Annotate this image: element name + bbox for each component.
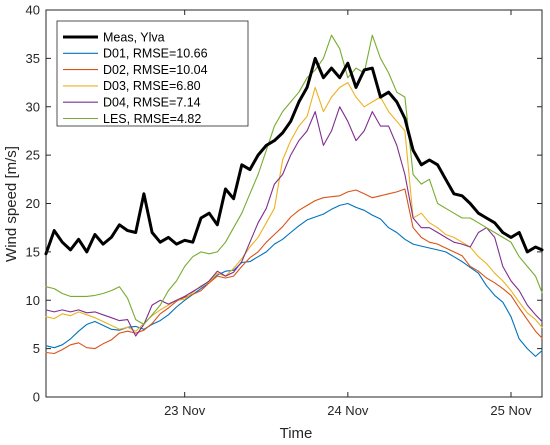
x-tick-label: 24 Nov (327, 403, 369, 418)
y-tick-label: 0 (33, 390, 40, 405)
series-line-d01 (45, 202, 543, 357)
y-tick-label: 35 (26, 51, 40, 66)
legend-label: LES, RMSE=4.82 (103, 112, 201, 126)
y-tick-label: 15 (26, 244, 40, 259)
x-axis-label: Time (280, 425, 313, 442)
y-tick-label: 20 (26, 196, 40, 211)
legend-label: D03, RMSE=6.80 (103, 79, 201, 93)
axis-ticks: 0 5 10 15 20 25 30 35 40 23 Nov 24 Nov 25 Nov (26, 3, 542, 418)
x-tick-label: 25 Nov (490, 403, 532, 418)
series-line-d03 (45, 82, 543, 332)
y-axis-label: Wind speed [m/s] (3, 146, 20, 262)
y-tick-label: 5 (33, 341, 40, 356)
x-tick-label: 23 Nov (164, 403, 206, 418)
series-line-d02 (45, 188, 543, 355)
y-tick-label: 40 (26, 3, 40, 18)
legend-entries: Meas, Ylva D01, RMSE=10.66 D02, RMSE=10.04… (63, 30, 208, 126)
series-line-meas (44, 56, 544, 256)
series-layer (44, 34, 544, 357)
series-line-d04 (45, 106, 543, 337)
legend-label: D04, RMSE=7.14 (103, 96, 201, 110)
legend: Meas, Ylva D01, RMSE=10.66 D02, RMSE=10.04… (56, 20, 249, 127)
y-tick-label: 25 (26, 148, 40, 163)
legend-label: Meas, Ylva (103, 30, 165, 44)
series-line-les (45, 34, 543, 325)
y-tick-label: 30 (26, 99, 40, 114)
y-tick-label: 10 (26, 293, 40, 308)
legend-label: D01, RMSE=10.66 (103, 47, 208, 61)
legend-label: D02, RMSE=10.04 (103, 63, 208, 77)
